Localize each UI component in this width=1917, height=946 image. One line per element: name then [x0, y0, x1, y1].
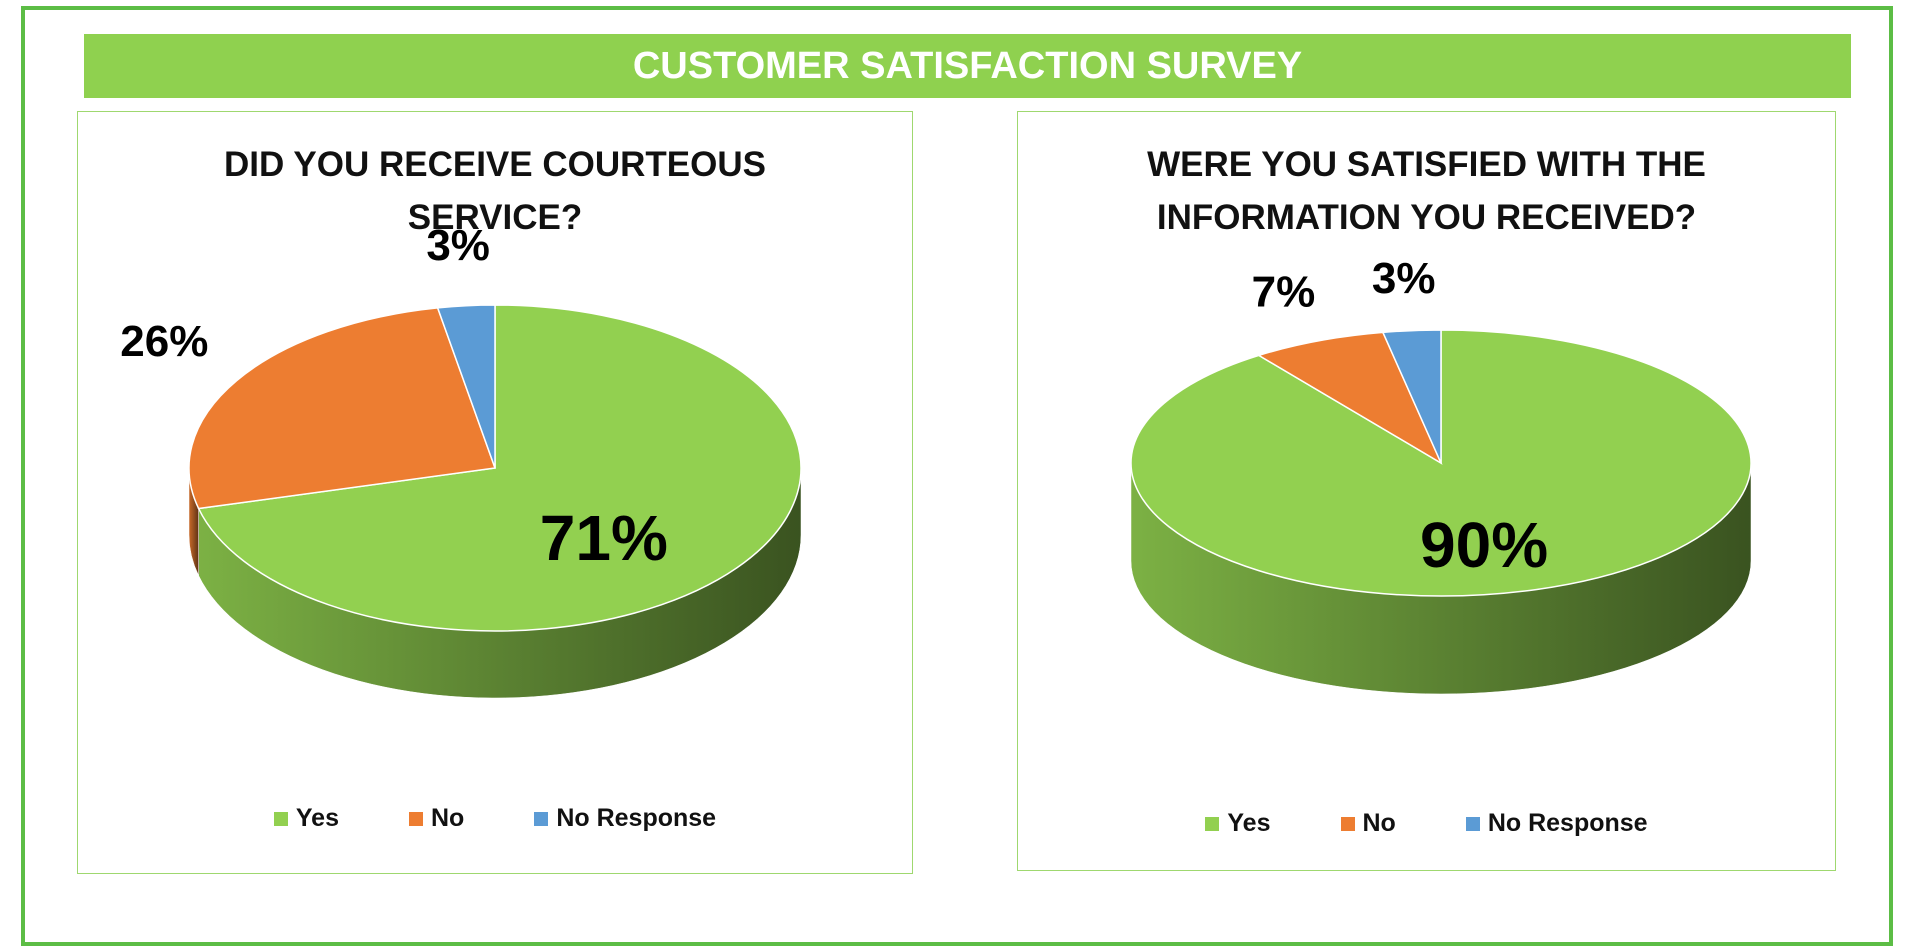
legend-swatch	[1205, 816, 1220, 831]
pie-slice	[1256, 331, 1443, 465]
chart-panel: 71% 26% 3% DID YOU RECEIVE COURTEOUS SERVIC…	[77, 111, 913, 874]
pie-chart: 90% 7% 3%	[1130, 254, 1752, 695]
legend-label: Yes	[295, 804, 339, 832]
legend: Yes No No Response	[78, 804, 912, 833]
chart-title: DID YOU RECEIVE COURTEOUS SERVICE?	[224, 145, 766, 237]
legend-item: No Response	[1465, 809, 1648, 838]
pie-slice	[188, 307, 497, 510]
data-label: 7%	[1252, 267, 1316, 316]
pie-slice	[1381, 329, 1442, 464]
legend-item: No	[1340, 809, 1396, 838]
legend-label: No	[431, 804, 465, 832]
data-label: 3%	[426, 221, 490, 270]
pie-slice	[197, 304, 802, 632]
pie-slice	[436, 304, 496, 469]
pie-chart: 71% 26% 3%	[120, 221, 802, 699]
data-label: 26%	[120, 317, 208, 366]
data-label: 90%	[1420, 509, 1548, 581]
chart-title: WERE YOU SATISFIED WITH THE INFORMATION …	[1147, 145, 1706, 237]
legend-item: Yes	[273, 804, 339, 833]
legend-item: No	[409, 804, 464, 833]
legend-label: No Response	[1487, 809, 1648, 837]
data-label: 3%	[1372, 254, 1436, 303]
legend-label: Yes	[1227, 809, 1271, 837]
legend-swatch	[1340, 816, 1355, 831]
legend-swatch	[409, 811, 423, 826]
legend: Yes No No Response	[1018, 809, 1835, 838]
page-title: CUSTOMER SATISFACTION SURVEY	[84, 34, 1851, 98]
legend-item: Yes	[1205, 809, 1271, 838]
legend-swatch	[1465, 816, 1480, 831]
legend-swatch	[534, 811, 549, 826]
legend-swatch	[273, 811, 288, 826]
chart-panel: 90% 7% 3% WERE YOU SATISFIED WITH THE INFOR…	[1017, 111, 1836, 871]
legend-item: No Response	[534, 804, 716, 833]
legend-label: No	[1362, 809, 1396, 837]
legend-label: No Response	[556, 804, 717, 832]
data-label: 71%	[540, 502, 668, 574]
